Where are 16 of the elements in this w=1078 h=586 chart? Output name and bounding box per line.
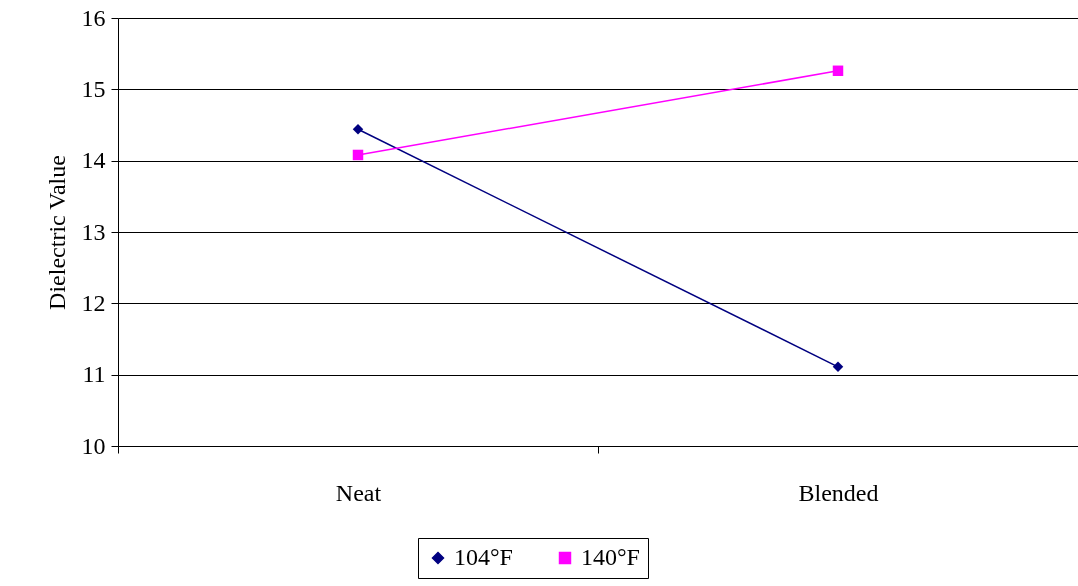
y-axis-title: Dielectric Value [43,155,70,310]
point [352,124,364,135]
point [832,65,844,77]
y-tick-label: 16 [81,4,106,31]
y-tick-label: 15 [81,75,106,102]
y-tick-label: 10 [81,432,106,459]
point [832,361,844,373]
y-tick-label: 13 [81,218,106,245]
y-tick-label: 12 [81,289,106,316]
x-tick-label: Neat [335,479,382,506]
y-tick-label: 11 [82,361,106,388]
legend-label: 104°F [454,544,513,570]
point [352,149,364,161]
x-tick-label: Blended [798,479,879,506]
legend-label: 140°F [581,544,640,570]
y-tick-label: 14 [81,147,106,174]
